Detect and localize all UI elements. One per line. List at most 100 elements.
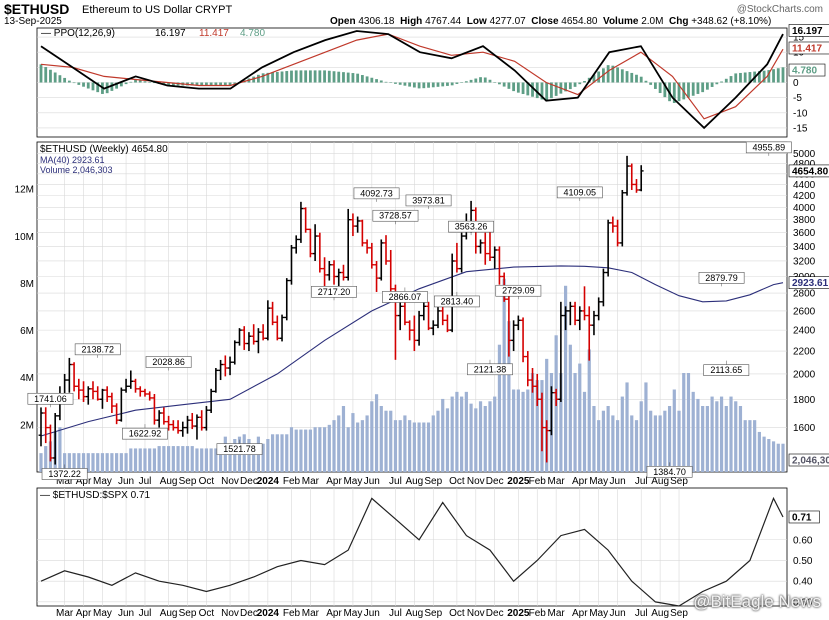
volume-bar: [214, 448, 218, 472]
annotation-box: [27, 392, 74, 405]
volume-bar: [77, 453, 81, 472]
annotation-box: [646, 466, 693, 478]
volume-bar: [322, 427, 327, 472]
volume-bar: [582, 391, 587, 472]
price-x-tick-label: Oct: [449, 476, 465, 487]
price-tick-label: 3200: [793, 256, 816, 267]
ohlc-bar: [279, 314, 285, 342]
ohlc-bar: [341, 264, 346, 281]
ratio-x-tick-label: Feb: [283, 608, 301, 619]
annotation-text: 4955.89: [753, 142, 786, 152]
volume-value-tag-text: 2,046,303: [792, 456, 829, 467]
ppo-histogram-bar: [564, 82, 567, 92]
volume-bar: [422, 422, 426, 472]
ratio-x-tick-label: Sep: [179, 608, 197, 619]
ohlc-bar: [137, 386, 143, 397]
volume-bar: [512, 389, 516, 472]
ppo-histogram-bar: [611, 65, 615, 83]
ohlc-bar: [634, 179, 639, 193]
ohlc-bar: [170, 420, 176, 431]
chg-value: +348.62 (+8.10%): [691, 16, 772, 27]
ohlc-bar: [161, 407, 167, 425]
price-x-tick-label: Sep: [670, 476, 688, 487]
volume-bar: [119, 453, 123, 472]
volume-bar: [771, 441, 776, 472]
volume-tick-label: 8M: [20, 279, 34, 290]
price-x-tick-label: Sep: [424, 476, 442, 487]
ohlc-bar: [534, 373, 540, 407]
ppo-histogram-bar: [332, 71, 336, 83]
ohlc-bar: [525, 351, 531, 387]
chg-label: Chg: [668, 16, 689, 27]
close-value: 4654.80: [561, 16, 598, 27]
price-x-tick-label: Dec: [240, 476, 258, 487]
ppo-histogram-bar: [512, 82, 516, 92]
ppo-histogram-bar: [285, 71, 289, 83]
ohlc-bar: [175, 420, 181, 434]
price-x-tick-label: May: [343, 476, 362, 487]
volume-bar: [44, 446, 48, 472]
volume-bar: [696, 398, 700, 472]
price-annotation: 2879.79: [698, 272, 745, 287]
price-x-tick-label: Jun: [118, 476, 134, 487]
ohlc-bar: [204, 406, 209, 431]
ppo-histogram-bar: [483, 77, 487, 83]
volume-bar: [356, 422, 360, 472]
ppo-histogram-bar: [545, 82, 549, 101]
ohlc-bar: [52, 413, 58, 465]
ratio-x-tick-label: Jul: [389, 608, 402, 619]
annotation-box: [372, 209, 419, 222]
volume-bar: [195, 448, 199, 472]
price-close-tag-box: [788, 164, 829, 178]
ppo-histogram-bar: [441, 82, 445, 87]
ppo-histogram-bar: [743, 72, 747, 83]
ppo-histogram-bar: [129, 81, 133, 83]
price-legend-volume: Volume 2,046,303: [40, 165, 113, 175]
ohlc-bar: [577, 306, 583, 331]
ohlc-bar: [558, 301, 564, 402]
ohlc-bar: [260, 324, 266, 341]
price-x-tick-label: Aug: [651, 476, 669, 487]
ppo-histogram-bar: [72, 82, 76, 84]
price-x-tick-label: Mar: [302, 476, 320, 487]
ppo-histogram-bar: [261, 73, 265, 83]
ppo-histogram-bar: [370, 77, 374, 83]
volume-bar: [308, 429, 312, 472]
volume-bar: [497, 344, 502, 472]
ppo-hist-tag-text: 4.780: [792, 66, 817, 77]
volume-bar: [535, 380, 539, 472]
ohlc-bar: [506, 293, 512, 357]
volume-bar: [346, 427, 350, 472]
volume-bar: [724, 406, 728, 472]
price-tick-label: 4200: [793, 191, 816, 202]
ppo-histogram-bar: [318, 70, 322, 83]
volume-bar: [710, 396, 714, 472]
ohlc-bar: [213, 368, 219, 393]
ratio-x-tick-label: Sep: [670, 608, 688, 619]
price-x-tick-label: Jun: [610, 476, 626, 487]
price-annotation: 3563.26: [448, 220, 494, 236]
price-annotation: 2866.07: [382, 287, 428, 303]
ppo-histogram-bar: [663, 82, 667, 98]
ppo-line: [40, 30, 784, 130]
ppo-histogram-bar: [578, 82, 582, 85]
ratio-x-tick-label: Oct: [199, 608, 215, 619]
ppo-histogram-bar: [739, 72, 742, 83]
symbol-title: $ETHUSD: [4, 1, 70, 17]
ratio-x-tick-label: Apr: [326, 608, 342, 619]
ohlc-bar: [284, 278, 290, 321]
volume-bar: [96, 453, 100, 472]
ohlc-bar: [454, 242, 460, 273]
ppo-histogram-bar: [757, 71, 761, 83]
ratio-legend: — $ETHUSD:$SPX 0.71: [40, 490, 150, 501]
ohlc-bar: [430, 320, 436, 336]
volume-bar: [719, 396, 724, 472]
open-label: Open: [330, 16, 356, 27]
ppo-histogram-bar: [583, 81, 586, 83]
volume-bar: [455, 391, 459, 472]
volume-bar: [190, 446, 194, 472]
price-annotation: 2717.20: [311, 285, 357, 301]
price-annotation: 1622.92: [122, 424, 168, 440]
ohlc-bar: [189, 413, 195, 430]
